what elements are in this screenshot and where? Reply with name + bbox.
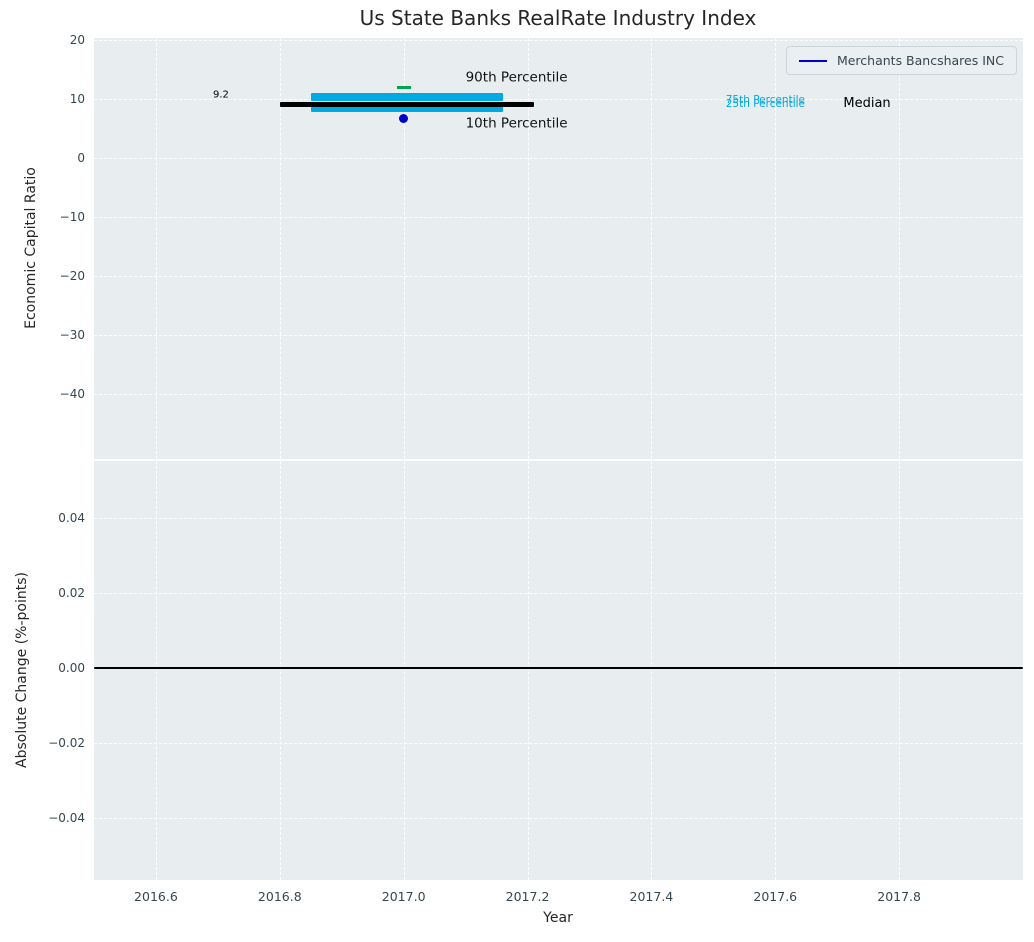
legend-line-swatch <box>798 59 827 62</box>
annotation-90th-percentile: 90th Percentile <box>465 69 568 86</box>
x-tick-label: 2017.8 <box>877 889 921 904</box>
y-axis-label-economic-capital-ratio: Economic Capital Ratio <box>23 167 39 329</box>
y-tick-label: 0.02 <box>58 586 85 601</box>
legend-label: Merchants Bancshares INC <box>836 53 1004 68</box>
x-tick-label: 2016.6 <box>134 889 178 904</box>
y-gridline <box>94 518 1023 520</box>
series-25th-percentile <box>310 103 503 112</box>
y-gridline <box>94 276 1023 278</box>
y-tick-label: −20 <box>59 269 85 284</box>
x-gridline <box>403 38 405 459</box>
x-tick-label: 2017.0 <box>381 889 426 904</box>
annotation-25th-percentile: 25th Percentile <box>725 98 805 111</box>
y-axis-label-absolute-change: Absolute Change (%-points) <box>14 572 30 768</box>
series-merchants-bancshares-inc <box>399 113 409 123</box>
series-90th-percentile <box>396 86 411 89</box>
x-tick-label: 2017.2 <box>505 889 550 904</box>
y-gridline <box>94 394 1023 396</box>
x-axis-label-year: Year <box>543 910 573 926</box>
x-gridline <box>527 461 529 880</box>
x-gridline <box>155 461 157 880</box>
x-tick-label: 2017.4 <box>629 889 674 904</box>
y-tick-label: 0 <box>77 151 85 166</box>
y-tick-label: −0.04 <box>48 811 85 826</box>
y-tick-label: −30 <box>59 328 85 343</box>
x-tick-label: 2017.6 <box>753 889 798 904</box>
y-gridline <box>94 593 1023 595</box>
y-gridline <box>94 40 1023 42</box>
x-gridline <box>775 461 777 880</box>
y-tick-label: −40 <box>59 387 85 402</box>
x-gridline <box>651 461 653 880</box>
y-gridline <box>94 99 1023 101</box>
x-gridline <box>899 38 901 459</box>
x-gridline <box>403 461 405 880</box>
annotation-75th-percentile: 75th Percentile <box>725 94 805 107</box>
annotation-10th-percentile: 10th Percentile <box>465 115 568 132</box>
series-75th-percentile <box>310 92 503 101</box>
x-gridline <box>527 38 529 459</box>
y-tick-label: 20 <box>69 33 85 48</box>
series-zero-line <box>94 667 1023 669</box>
plot-economic-capital-ratio: Merchants Bancshares INC 20 10 0 −10 −20 −30 −… <box>60 33 1023 459</box>
y-tick-label: −10 <box>59 210 85 225</box>
y-gridline <box>94 335 1023 337</box>
y-tick-label: 0.00 <box>58 661 85 676</box>
y-gridline <box>94 217 1023 219</box>
y-gridline <box>94 743 1023 745</box>
chart-title: Us State Banks RealRate Industry Index <box>359 6 757 30</box>
legend: Merchants Bancshares INC <box>785 46 1017 75</box>
annotation-median: Median <box>843 95 891 111</box>
x-gridline <box>279 38 281 459</box>
y-gridline <box>94 158 1023 160</box>
x-gridline <box>651 38 653 459</box>
annotation-9-2: 9.2 <box>213 89 229 101</box>
x-gridline <box>775 38 777 459</box>
y-tick-label: 10 <box>69 92 85 107</box>
plot-absolute-change: 2016.6 2016.8 2017.0 2017.2 2017.4 2017.6 2017… <box>48 461 1023 904</box>
x-gridline <box>279 461 281 880</box>
x-tick-label: 2016.8 <box>257 889 302 904</box>
y-tick-label: −0.02 <box>48 736 85 751</box>
x-gridline <box>899 461 901 880</box>
series-median <box>279 101 534 107</box>
y-gridline <box>94 818 1023 820</box>
y-tick-label: 0.04 <box>58 511 85 526</box>
x-gridline <box>155 38 157 459</box>
